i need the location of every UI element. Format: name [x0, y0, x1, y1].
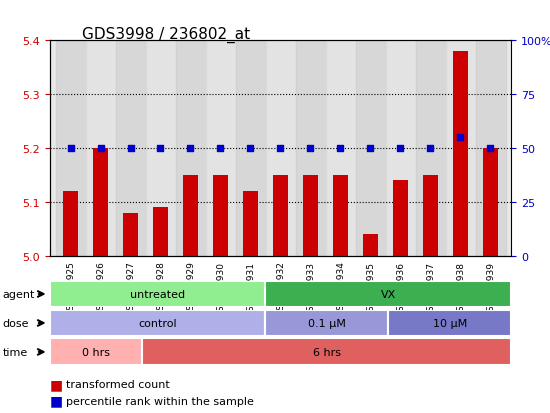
Bar [333, 176, 348, 256]
Point [336, 145, 345, 152]
FancyBboxPatch shape [265, 310, 388, 337]
Text: dose: dose [3, 318, 29, 328]
Bar [273, 176, 288, 256]
Point [306, 145, 315, 152]
Point [126, 145, 135, 152]
Bar [235, 41, 266, 256]
Text: VX: VX [381, 289, 396, 299]
Text: ■: ■ [50, 394, 63, 408]
Bar [266, 41, 295, 256]
Point [246, 145, 255, 152]
Bar [56, 41, 85, 256]
Bar [303, 176, 318, 256]
FancyBboxPatch shape [50, 281, 265, 308]
Bar [386, 41, 415, 256]
Text: 10 μM: 10 μM [433, 318, 467, 328]
Point [96, 145, 105, 152]
Bar [153, 208, 168, 256]
Text: 0 hrs: 0 hrs [82, 347, 109, 357]
Bar [446, 41, 476, 256]
Bar [476, 41, 505, 256]
Bar [146, 41, 175, 256]
FancyBboxPatch shape [142, 339, 512, 366]
Bar [295, 41, 326, 256]
Point [396, 145, 405, 152]
Bar [453, 52, 468, 256]
Bar [93, 149, 108, 256]
Text: time: time [3, 347, 28, 357]
Point [66, 145, 75, 152]
Point [366, 145, 375, 152]
Bar [213, 176, 228, 256]
FancyBboxPatch shape [50, 339, 142, 366]
Text: 6 hrs: 6 hrs [313, 347, 340, 357]
Bar [206, 41, 235, 256]
FancyBboxPatch shape [50, 310, 265, 337]
Text: GDS3998 / 236802_at: GDS3998 / 236802_at [82, 27, 251, 43]
Bar [243, 192, 258, 256]
FancyBboxPatch shape [388, 310, 512, 337]
Bar [393, 181, 408, 256]
Bar [183, 176, 198, 256]
Point [486, 145, 495, 152]
Point [426, 145, 435, 152]
Bar [483, 149, 498, 256]
Bar [326, 41, 355, 256]
Text: untreated: untreated [130, 289, 185, 299]
Bar [415, 41, 446, 256]
Point [276, 145, 285, 152]
Text: ■: ■ [50, 377, 63, 391]
Text: transformed count: transformed count [66, 379, 170, 389]
Point [456, 135, 465, 141]
Point [216, 145, 225, 152]
Bar [175, 41, 206, 256]
Point [186, 145, 195, 152]
Bar [423, 176, 438, 256]
Bar [85, 41, 116, 256]
Text: 0.1 μM: 0.1 μM [308, 318, 345, 328]
Text: percentile rank within the sample: percentile rank within the sample [66, 396, 254, 406]
Point [156, 145, 165, 152]
Bar [363, 235, 378, 256]
Text: agent: agent [3, 289, 35, 299]
Bar [116, 41, 146, 256]
Text: control: control [138, 318, 177, 328]
Bar [355, 41, 386, 256]
Bar [123, 213, 138, 256]
Bar [63, 192, 78, 256]
FancyBboxPatch shape [265, 281, 512, 308]
